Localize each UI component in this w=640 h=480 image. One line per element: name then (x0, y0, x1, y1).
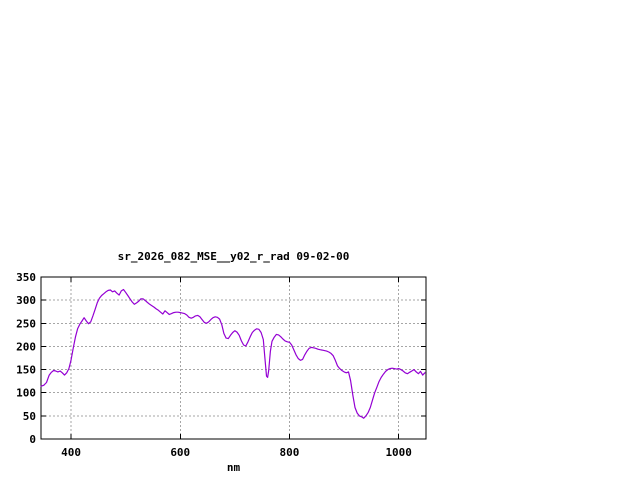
x-tick-label-600: 600 (170, 446, 190, 459)
x-tick-label-800: 800 (280, 446, 300, 459)
y-tick-label-200: 200 (16, 340, 36, 353)
y-tick-label-150: 150 (16, 364, 36, 377)
y-tick-label-300: 300 (16, 294, 36, 307)
x-tick-label-1000: 1000 (385, 446, 412, 459)
data-curve (40, 288, 426, 419)
y-tick-label-0: 0 (29, 433, 36, 446)
y-tick-label-100: 100 (16, 387, 36, 400)
y-tick-label-250: 250 (16, 317, 36, 330)
chart-title: sr_2026_082_MSE__y02_r_rad 09-02-00 (117, 250, 350, 263)
y-tick-label-50: 50 (23, 410, 36, 423)
y-tick-label-350: 350 (16, 271, 36, 284)
plot-border (40, 276, 427, 440)
x-tick-label-400: 400 (61, 446, 81, 459)
x-axis-label: nm (226, 461, 241, 474)
